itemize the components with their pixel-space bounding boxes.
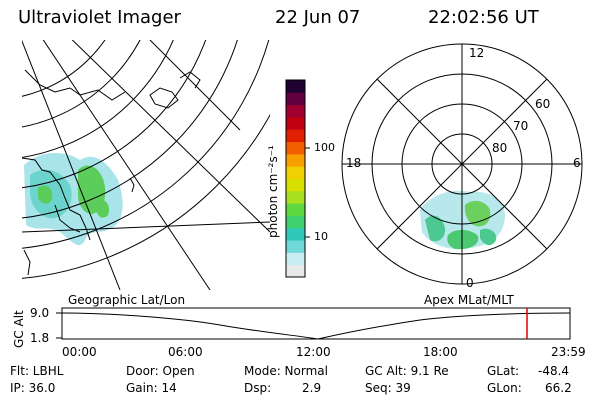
colorbar-swatch — [286, 153, 305, 167]
aurora-blob — [94, 199, 110, 218]
colorbar-swatch — [286, 215, 305, 229]
info-seq: Seq: 39 — [365, 381, 411, 395]
colorbar-swatch — [286, 178, 305, 192]
colorbar-swatch — [286, 252, 305, 266]
polar-plot — [341, 43, 583, 285]
colorbar-swatch — [286, 80, 305, 93]
aurora-oval — [425, 215, 446, 242]
altitude-ylabel: GC Alt — [12, 310, 26, 348]
geographic-map — [22, 40, 270, 290]
altitude-xtick: 18:00 — [423, 345, 458, 359]
colorbar-swatch — [286, 166, 305, 179]
info-gain: Gain: 14 — [126, 381, 177, 395]
aurora-oval — [480, 228, 497, 246]
info-ip: IP: 36.0 — [10, 381, 56, 395]
altitude-xtick: 12:00 — [296, 345, 331, 359]
colorbar-swatch — [286, 116, 305, 130]
altitude-plot — [56, 307, 571, 340]
polar-hour-label-6: 6 — [573, 156, 581, 170]
info-dsp-value: 2.9 — [302, 381, 322, 395]
geo-panel-label: Geographic Lat/Lon — [68, 293, 186, 307]
altitude-xtick: 00:00 — [62, 345, 97, 359]
info-glat-value: -48.4 — [538, 364, 570, 378]
info-glat-label: GLat: — [487, 364, 520, 378]
time-label: 22:02:56 UT — [428, 7, 539, 28]
colorbar-swatch — [286, 129, 305, 143]
colorbar — [286, 80, 305, 278]
aurora-oval — [447, 229, 479, 250]
altitude-xtick: 23:59 — [551, 345, 586, 359]
colorbar-swatch — [286, 92, 305, 106]
colorbar-swatch — [286, 240, 305, 253]
info-door: Door: Open — [126, 364, 195, 378]
polar-hour-label-12: 12 — [469, 46, 485, 60]
altitude-ytick-9: 9.0 — [30, 306, 50, 320]
colorbar-swatch — [286, 203, 305, 216]
date-label: 22 Jun 07 — [275, 7, 361, 28]
altitude-xtick: 06:00 — [168, 345, 203, 359]
info-gc-alt: GC Alt: 9.1 Re — [365, 364, 449, 378]
polar-lat-label-80: 80 — [492, 141, 508, 155]
polar-hour-label-0: 0 — [466, 276, 474, 290]
colorbar-frame — [285, 79, 306, 278]
polar-panel-label: Apex MLat/MLT — [424, 293, 514, 307]
info-glon-value: 66.2 — [545, 381, 572, 395]
colorbar-swatch — [286, 264, 305, 278]
altitude-ytick-1.8: 1.8 — [30, 331, 50, 345]
altitude-curve — [61, 312, 571, 340]
colorbar-swatch — [286, 141, 305, 155]
colorbar-tick-label-10: 10 — [314, 230, 328, 243]
aurora-blob — [38, 185, 53, 204]
colorbar-tick-label-100: 100 — [314, 141, 335, 154]
info-dsp-label: Dsp: — [244, 381, 272, 395]
info-glon-label: GLon: — [487, 381, 522, 395]
info-filter: Flt: LBHL — [10, 364, 64, 378]
colorbar-unit-label: photon cm⁻²s⁻¹ — [266, 145, 280, 238]
colorbar-swatch — [286, 190, 305, 204]
info-mode: Mode: Normal — [244, 364, 328, 378]
polar-lat-label-70: 70 — [513, 119, 529, 133]
colorbar-swatch — [286, 104, 305, 118]
colorbar-swatch — [286, 227, 305, 241]
polar-lat-label-60: 60 — [535, 97, 551, 111]
polar-hour-label-18: 18 — [346, 156, 362, 170]
instrument-title: Ultraviolet Imager — [18, 7, 181, 28]
